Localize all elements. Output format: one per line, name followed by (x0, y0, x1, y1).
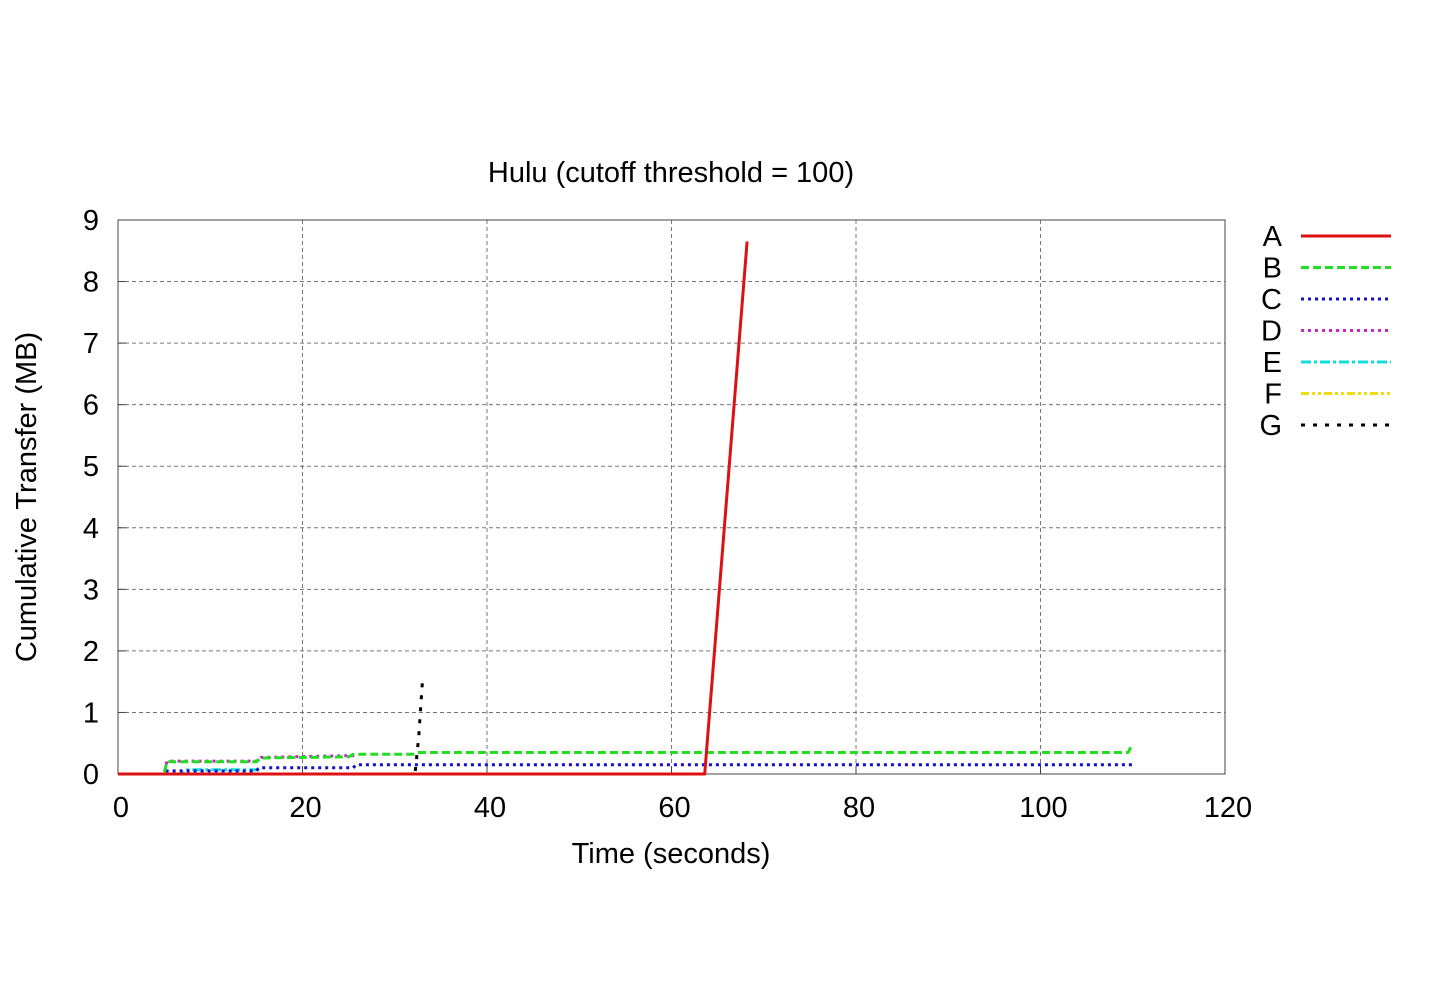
series-line-a (118, 241, 749, 776)
y-tick-label: 2 (83, 636, 99, 668)
y-tick-label: 3 (83, 574, 99, 606)
legend-label-b: B (1263, 253, 1282, 285)
series-line-c (118, 763, 1133, 776)
axis-ticks: 0 20 40 60 80 100 120 0 1 2 3 4 5 6 7 8 9 (83, 205, 1252, 824)
chart-title: Hulu (cutoff threshold = 100) (488, 157, 854, 189)
y-tick-label: 5 (83, 451, 99, 483)
x-tick-label: 0 (113, 792, 129, 824)
series-line-g (118, 681, 424, 776)
y-tick-label: 9 (83, 205, 99, 237)
x-tick-label: 60 (658, 792, 690, 824)
x-tick-label: 20 (289, 792, 321, 824)
grid (117, 219, 1226, 775)
series-line-b (118, 744, 1134, 776)
y-tick-label: 6 (83, 390, 99, 422)
y-tick-label: 8 (83, 267, 99, 299)
y-tick-label: 4 (83, 513, 99, 545)
y-axis-label: Cumulative Transfer (MB) (11, 332, 43, 662)
legend-label-c: C (1261, 284, 1282, 316)
x-tick-label: 100 (1019, 792, 1067, 824)
legend-label-a: A (1263, 221, 1283, 253)
x-axis-label: Time (seconds) (572, 838, 771, 870)
series-lines (118, 241, 1134, 776)
x-tick-label: 40 (474, 792, 506, 824)
legend-label-f: F (1264, 379, 1282, 411)
x-tick-label: 80 (843, 792, 875, 824)
legend-label-g: G (1259, 410, 1282, 442)
y-tick-label: 0 (83, 759, 99, 791)
y-tick-label: 1 (83, 697, 99, 729)
legend-label-d: D (1261, 316, 1282, 348)
legend-label-e: E (1263, 347, 1282, 379)
x-tick-label: 120 (1204, 792, 1252, 824)
y-tick-label: 7 (83, 328, 99, 360)
